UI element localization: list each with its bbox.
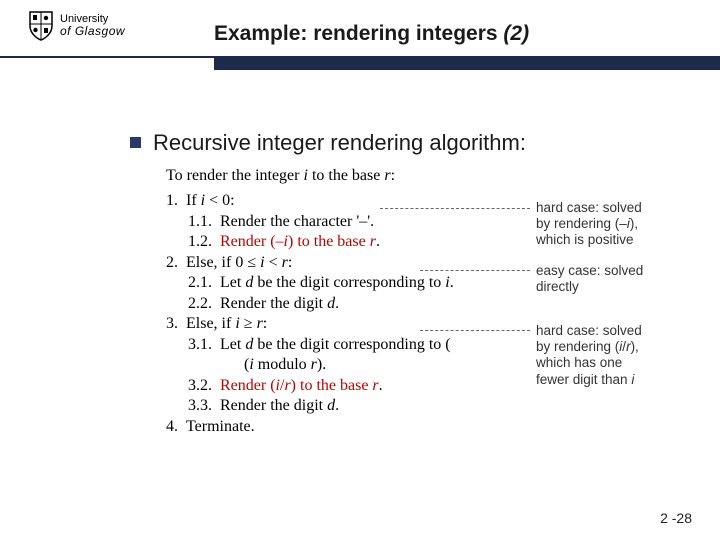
bullet-heading: Recursive integer rendering algorithm: <box>130 130 690 156</box>
ann3-l3: which has one <box>536 355 622 370</box>
ann3-l2a: by rendering ( <box>536 339 619 354</box>
s32-dot: . <box>379 377 383 394</box>
title-main: Example: rendering integers <box>214 22 503 45</box>
s1-pre: If <box>186 192 201 209</box>
s33-d: d <box>327 397 335 414</box>
slide-number: 2 -28 <box>660 510 692 526</box>
s2-pre: Else, if 0 ≤ <box>186 254 260 271</box>
s11-txt: Render the character '–'. <box>220 213 374 230</box>
s3-ge: ≥ <box>240 315 257 332</box>
ann1-l1: hard case: solved <box>536 200 642 215</box>
logo-line2: of Glasgow <box>60 25 125 38</box>
s3-pre: Else, if <box>186 315 235 332</box>
s31-num: 3.1. <box>188 336 212 353</box>
s12-dot: . <box>376 233 380 250</box>
s2-num: 2. <box>166 254 178 271</box>
ann1-l2a: by rendering (– <box>536 216 627 231</box>
annotation-3: hard case: solved by rendering (i/r), wh… <box>536 323 696 388</box>
intro-pre: To render the integer <box>166 167 303 184</box>
intro-mid: to the base <box>308 167 384 184</box>
heading-text: Recursive integer rendering algorithm: <box>153 130 526 156</box>
s4-txt: Terminate. <box>186 418 255 435</box>
s32-post: ) to the base <box>291 377 373 394</box>
s22-pre: Render the digit <box>220 295 327 312</box>
title-paren: (2) <box>503 22 529 45</box>
s2-post: : <box>288 254 292 271</box>
s12-pre: Render (– <box>220 233 284 250</box>
s22-d: d <box>327 295 335 312</box>
logo-text: University of Glasgow <box>60 13 125 38</box>
s33-num: 3.3. <box>188 397 212 414</box>
ann1-l2b: ), <box>630 216 638 231</box>
s32-num: 3.2. <box>188 377 212 394</box>
s2-lt: < <box>265 254 282 271</box>
s22-num: 2.2. <box>188 295 212 312</box>
s1-num: 1. <box>166 192 178 209</box>
s3-post: : <box>263 315 267 332</box>
ann3-l4a: fewer digit than <box>536 372 631 387</box>
ann2-l2: directly <box>536 279 579 294</box>
step-2-2: 2.2. Render the digit d. <box>188 294 690 314</box>
algo-intro: To render the integer i to the base r: <box>166 166 690 186</box>
s21-mid: be the digit corresponding to <box>253 274 445 291</box>
slide-header: University of Glasgow Example: rendering… <box>0 0 720 68</box>
s4-num: 4. <box>166 418 178 435</box>
annotation-1: hard case: solved by rendering (–i), whi… <box>536 200 696 249</box>
title-rule <box>0 56 720 70</box>
shield-icon <box>28 10 54 42</box>
dash-3 <box>420 330 530 331</box>
annotation-2: easy case: solved directly <box>536 263 696 295</box>
s33-dot: . <box>335 397 339 414</box>
ann3-l2b: ), <box>631 339 639 354</box>
s21-pre: Let <box>220 274 245 291</box>
s21-dot: . <box>450 274 454 291</box>
s12-num: 1.2. <box>188 233 212 250</box>
ann1-l3: which is positive <box>536 232 634 247</box>
ann3-l1: hard case: solved <box>536 323 642 338</box>
s31-r: r <box>311 356 317 373</box>
s31-mod: modulo <box>254 356 311 373</box>
dash-1 <box>380 208 530 209</box>
s12-post: ) to the base <box>288 233 370 250</box>
ann2-l1: easy case: solved <box>536 263 643 278</box>
bullet-icon <box>130 137 141 148</box>
s32-pre: Render ( <box>220 377 276 394</box>
dash-2 <box>420 270 530 271</box>
university-logo: University of Glasgow <box>28 10 125 42</box>
ann3-l4i: i <box>631 372 634 387</box>
slide-title: Example: rendering integers (2) <box>214 22 529 46</box>
intro-post: : <box>391 167 395 184</box>
step-3-3: 3.3. Render the digit d. <box>188 396 690 416</box>
step-4: 4. Terminate. <box>166 417 690 437</box>
s31-mid: be the digit corresponding to ( <box>253 336 450 353</box>
s3-num: 3. <box>166 315 178 332</box>
s31-pre: Let <box>220 336 245 353</box>
s22-dot: . <box>335 295 339 312</box>
s1-lt: < 0: <box>205 192 234 209</box>
s21-num: 2.1. <box>188 274 212 291</box>
s33-pre: Render the digit <box>220 397 327 414</box>
s11-num: 1.1. <box>188 213 212 230</box>
